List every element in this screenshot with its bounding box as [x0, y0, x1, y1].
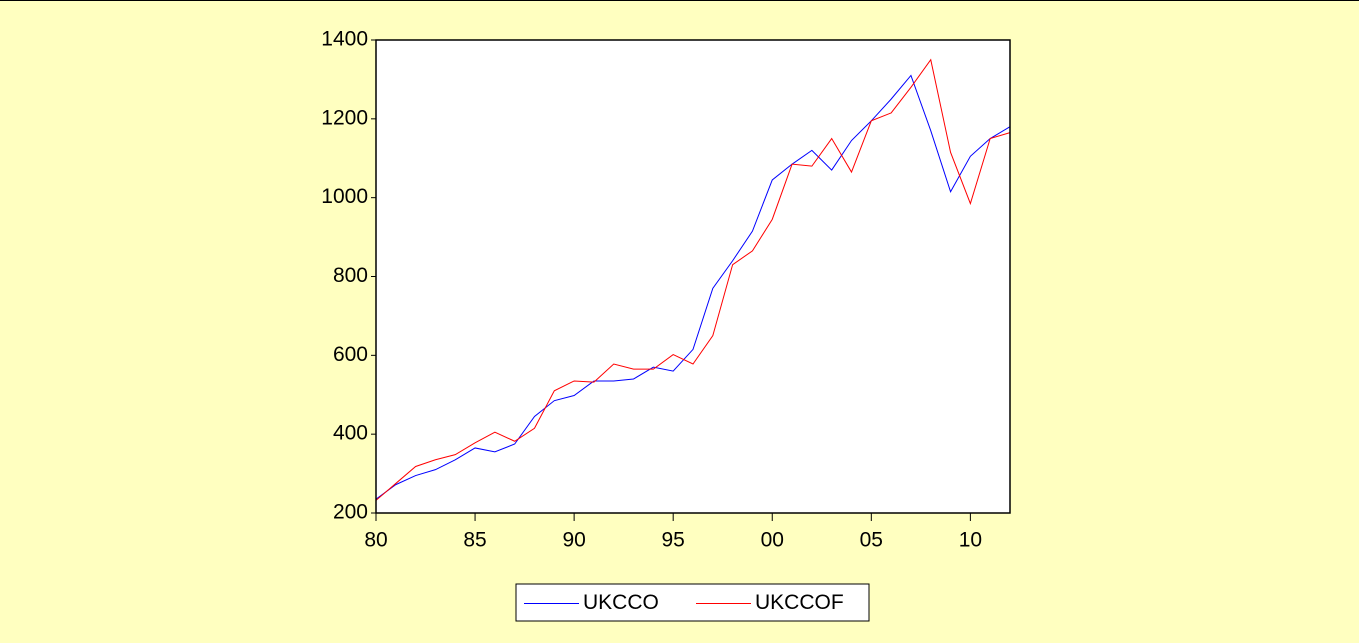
- legend-label: UKCCOF: [755, 591, 844, 614]
- x-tick-label: 85: [463, 529, 486, 552]
- plot-frame: [375, 39, 1011, 514]
- x-tick-label: 05: [860, 529, 883, 552]
- y-tick-label: 600: [333, 343, 368, 366]
- legend-box: [515, 583, 870, 622]
- x-tick-label: 90: [562, 529, 585, 552]
- y-tick-label: 400: [333, 422, 368, 445]
- x-tick-label: 80: [364, 529, 387, 552]
- x-tick-label: 10: [959, 529, 982, 552]
- y-tick-label: 1200: [321, 106, 368, 129]
- y-tick-label: 800: [333, 264, 368, 287]
- y-tick-label: 200: [333, 501, 368, 524]
- series-line: [375, 74, 1011, 500]
- x-tick-label: 00: [761, 529, 784, 552]
- series-line: [375, 58, 1011, 501]
- legend-label: UKCCO: [583, 591, 659, 614]
- y-tick-label: 1400: [321, 28, 368, 51]
- y-tick-label: 1000: [321, 185, 368, 208]
- plot-area: [376, 40, 1010, 513]
- x-tick-label: 95: [662, 529, 685, 552]
